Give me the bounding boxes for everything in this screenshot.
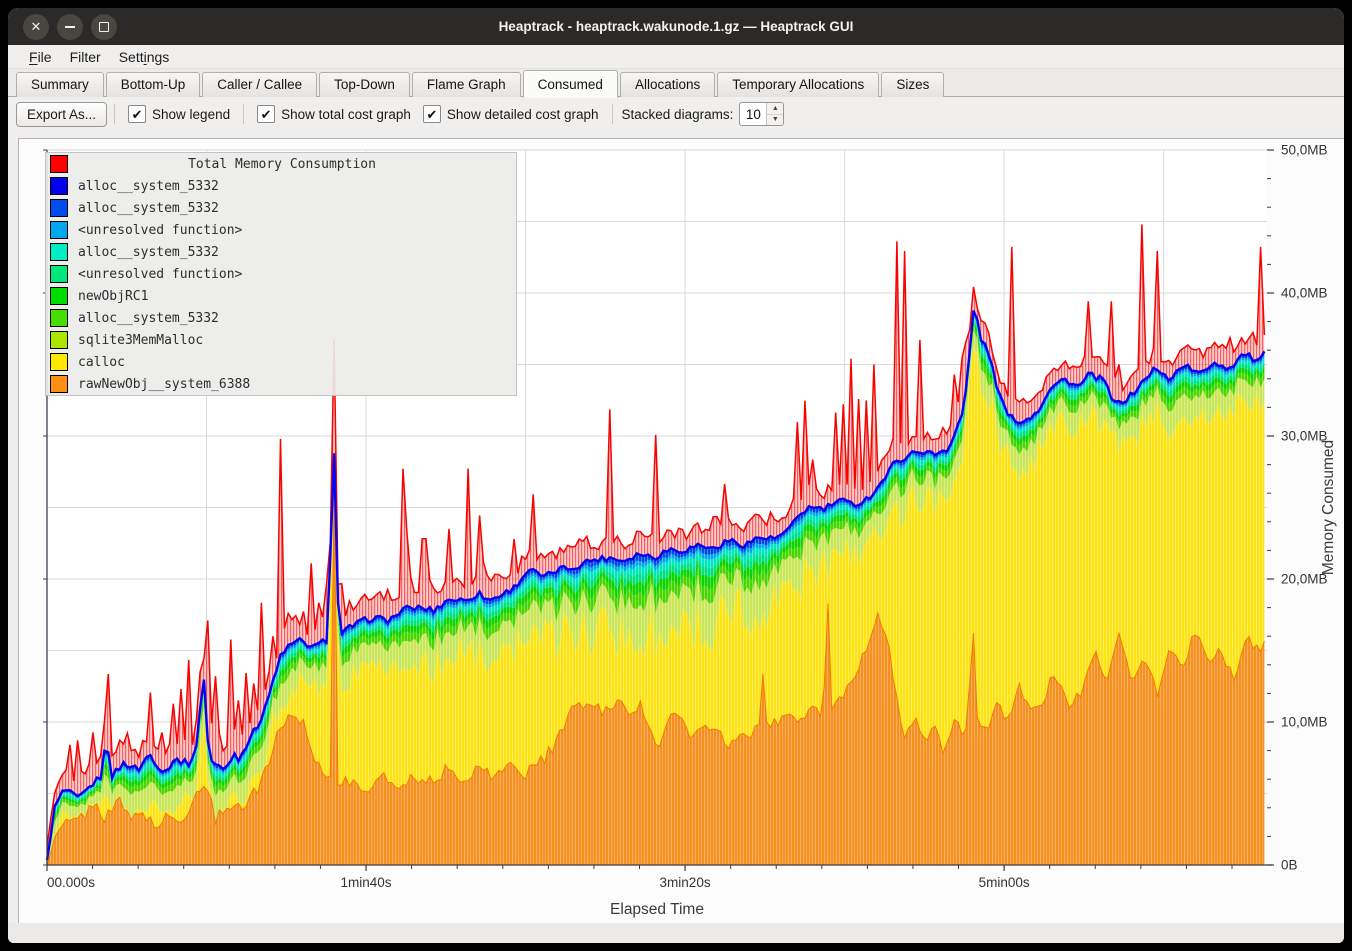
tab-top-down[interactable]: Top-Down: [319, 72, 410, 97]
legend-label: alloc__system_5332: [78, 310, 219, 326]
close-icon: ✕: [30, 19, 42, 34]
checkmark-icon: ✔: [128, 105, 147, 123]
tab-bottom-up[interactable]: Bottom-Up: [105, 72, 201, 97]
checkmark-icon: ✔: [257, 105, 276, 123]
tab-allocations[interactable]: Allocations: [619, 72, 716, 97]
tab-flame-graph[interactable]: Flame Graph: [411, 72, 521, 97]
chart-legend: Total Memory Consumption alloc__system_53…: [45, 152, 517, 396]
tab-sizes[interactable]: Sizes: [881, 72, 945, 97]
legend-row: alloc__system_5332: [46, 175, 516, 197]
checkbox-slot: ✔ Show detailed cost graph: [417, 105, 605, 123]
stacked-diagrams-label: Stacked diagrams:: [621, 106, 734, 122]
toolbar: Export As... ✔ Show legend ✔ Show total co…: [8, 97, 1344, 131]
legend-swatch: [50, 265, 68, 283]
legend-swatch: [50, 331, 68, 349]
memory-consumption-chart[interactable]: 00.000s 1min40s 3min20s 5min00s 50,0MB 40,0MB…: [18, 138, 1344, 924]
minimize-button[interactable]: [57, 13, 83, 40]
tab-summary[interactable]: Summary: [16, 72, 104, 97]
toolbar-separator: [114, 104, 116, 124]
checkbox-slot: ✔ Show legend: [122, 105, 236, 123]
svg-text:30,0MB: 30,0MB: [1281, 429, 1328, 444]
legend-row: Total Memory Consumption: [46, 153, 516, 175]
checkbox-slot: ✔ Show total cost graph: [251, 105, 417, 123]
legend-label: alloc__system_5332: [78, 244, 219, 260]
svg-text:00.000s: 00.000s: [47, 875, 95, 890]
menu-bar: File Filter Settings: [8, 45, 1344, 69]
legend-label: <unresolved function>: [78, 222, 243, 238]
legend-swatch: [50, 287, 68, 305]
legend-row: alloc__system_5332: [46, 197, 516, 219]
spinner-value[interactable]: 10: [745, 106, 761, 122]
legend-swatch: [50, 221, 68, 239]
legend-label: rawNewObj__system_6388: [78, 376, 251, 392]
close-button[interactable]: ✕: [23, 13, 49, 40]
window-footer: [8, 923, 1344, 943]
maximize-button[interactable]: [91, 13, 117, 40]
svg-text:1min40s: 1min40s: [341, 875, 392, 890]
tab-temporary-allocations[interactable]: Temporary Allocations: [717, 72, 880, 97]
legend-label: alloc__system_5332: [78, 178, 219, 194]
legend-label: <unresolved function>: [78, 266, 243, 282]
svg-text:Memory Consumed: Memory Consumed: [1320, 440, 1337, 575]
legend-row: newObjRC1: [46, 285, 516, 307]
legend-swatch: [50, 353, 68, 371]
toolbar-separator: [243, 104, 245, 124]
legend-swatch: [50, 243, 68, 261]
stacked-diagrams-spinner[interactable]: 10 ▲ ▼: [739, 102, 785, 126]
svg-text:3min20s: 3min20s: [660, 875, 711, 890]
menu-item-settings[interactable]: Settings: [118, 48, 170, 65]
svg-text:50,0MB: 50,0MB: [1281, 143, 1328, 158]
checkbox-show-detailed-cost-graph[interactable]: ✔ Show detailed cost graph: [422, 105, 599, 123]
legend-row: calloc: [46, 351, 516, 373]
legend-swatch: [50, 177, 68, 195]
svg-text:Elapsed Time: Elapsed Time: [610, 901, 704, 918]
checkmark-icon: ✔: [422, 105, 441, 123]
tab-caller-callee[interactable]: Caller / Callee: [202, 72, 318, 97]
checkbox-label: Show legend: [152, 106, 231, 122]
legend-row: <unresolved function>: [46, 219, 516, 241]
legend-row: <unresolved function>: [46, 263, 516, 285]
legend-label: sqlite3MemMalloc: [78, 332, 204, 348]
legend-label: alloc__system_5332: [78, 200, 219, 216]
tab-consumed[interactable]: Consumed: [522, 70, 618, 98]
legend-swatch: [50, 309, 68, 327]
legend-label: Total Memory Consumption: [188, 156, 376, 172]
legend-swatch: [50, 155, 68, 173]
menu-item-file[interactable]: File: [29, 48, 52, 65]
svg-text:0B: 0B: [1281, 858, 1298, 873]
spinner-down-icon[interactable]: ▼: [767, 114, 784, 125]
legend-label: newObjRC1: [78, 288, 149, 304]
window-title: Heaptrack - heaptrack.wakunode.1.gz — He…: [498, 19, 854, 34]
legend-row: alloc__system_5332: [46, 307, 516, 329]
app-window: ✕ Heaptrack - heaptrack.wakunode.1.gz — …: [8, 8, 1344, 943]
checkbox-label: Show detailed cost graph: [446, 106, 599, 122]
tab-bar: Summary Bottom-Up Caller / Callee Top-Down F…: [8, 69, 1344, 98]
maximize-icon: [99, 21, 109, 32]
legend-swatch: [50, 199, 68, 217]
export-as-button[interactable]: Export As...: [16, 101, 108, 127]
spinner-buttons: ▲ ▼: [766, 103, 784, 125]
chart-canvas[interactable]: 00.000s 1min40s 3min20s 5min00s 50,0MB 40,0MB…: [19, 139, 1344, 921]
spinner-up-icon[interactable]: ▲: [767, 103, 784, 115]
svg-text:5min00s: 5min00s: [979, 875, 1030, 890]
title-bar: ✕ Heaptrack - heaptrack.wakunode.1.gz — …: [8, 8, 1344, 45]
checkbox-show-total-cost-graph[interactable]: ✔ Show total cost graph: [257, 105, 411, 123]
svg-text:20,0MB: 20,0MB: [1281, 572, 1328, 587]
checkbox-show-legend[interactable]: ✔ Show legend: [128, 105, 230, 123]
svg-text:10,0MB: 10,0MB: [1281, 715, 1328, 730]
svg-text:40,0MB: 40,0MB: [1281, 286, 1328, 301]
toolbar-separator: [611, 104, 613, 124]
legend-swatch: [50, 375, 68, 393]
checkbox-label: Show total cost graph: [281, 106, 411, 122]
legend-label: calloc: [78, 354, 125, 370]
minimize-icon: [65, 25, 75, 28]
legend-row: sqlite3MemMalloc: [46, 329, 516, 351]
menu-item-filter[interactable]: Filter: [69, 48, 101, 65]
legend-row: alloc__system_5332: [46, 241, 516, 263]
legend-row: rawNewObj__system_6388: [46, 373, 516, 395]
